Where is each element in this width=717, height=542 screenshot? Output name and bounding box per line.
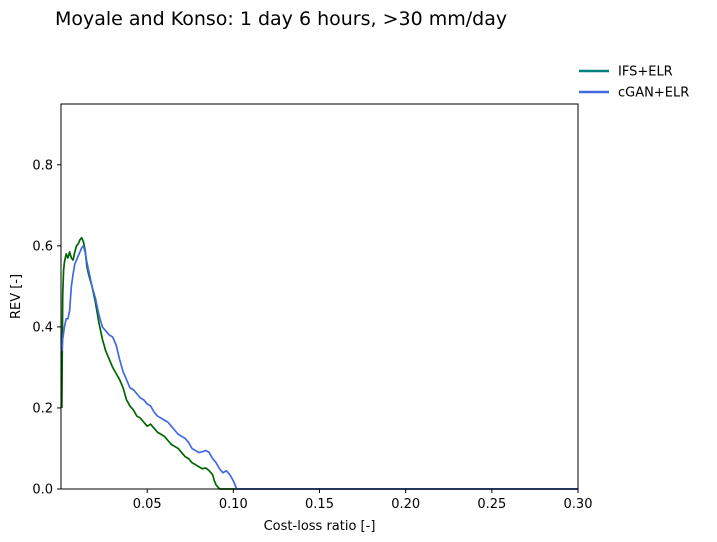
x-tick-label: 0.10 (219, 497, 248, 512)
chart-title: Moyale and Konso: 1 day 6 hours, >30 mm/… (55, 8, 507, 30)
x-tick-label: 0.05 (133, 497, 162, 512)
x-tick-label: 0.25 (477, 497, 506, 512)
legend-label: IFS+ELR (618, 65, 673, 80)
y-tick-label: 0.8 (32, 158, 53, 173)
y-axis: 0.0 0.2 0.4 0.6 0.8 (32, 158, 61, 498)
plot-frame (60, 103, 579, 490)
series-line-ifs-elr (61, 236, 578, 490)
series-layer (61, 236, 578, 490)
x-axis-label: Cost-loss ratio [-] (264, 519, 376, 534)
plot-area (60, 103, 579, 490)
y-tick-label: 0.4 (32, 320, 53, 335)
x-tick-label: 0.30 (564, 497, 593, 512)
x-axis: 0.05 0.10 0.15 0.20 0.25 0.30 (133, 489, 593, 512)
x-tick-label: 0.20 (391, 497, 420, 512)
y-tick-label: 0.6 (32, 239, 53, 254)
legend: IFS+ELR cGAN+ELR (579, 65, 689, 101)
legend-label: cGAN+ELR (618, 86, 689, 101)
y-axis-label: REV [-] (9, 274, 24, 319)
y-tick-label: 0.0 (32, 483, 53, 498)
y-tick-label: 0.2 (32, 401, 53, 416)
x-tick-label: 0.15 (305, 497, 334, 512)
series-line-cgan-elr (61, 244, 578, 490)
